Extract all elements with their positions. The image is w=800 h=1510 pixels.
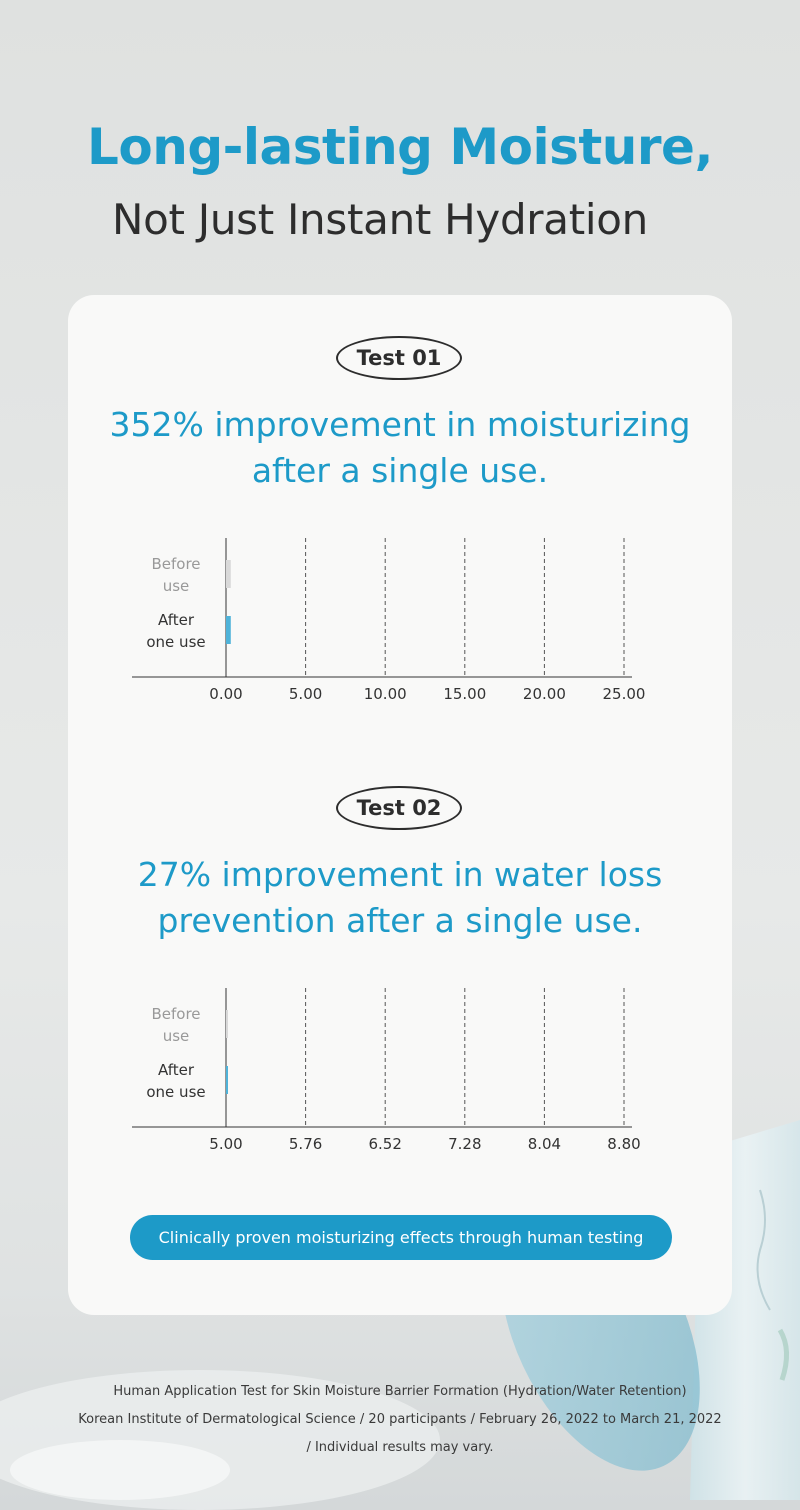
test-02-badge: Test 02 bbox=[336, 786, 462, 830]
test-01-badge: Test 01 bbox=[336, 336, 462, 380]
test-01-headline: 352% improvement in moisturizing after a… bbox=[0, 402, 800, 494]
page-title: Long-lasting Moisture, bbox=[87, 118, 713, 176]
x-tick-label: 8.04 bbox=[528, 1135, 561, 1153]
x-tick-label: 7.28 bbox=[448, 1135, 481, 1153]
footnote-line1: Human Application Test for Skin Moisture… bbox=[113, 1384, 687, 1399]
test-02-headline-line1: 27% improvement in water loss bbox=[137, 855, 663, 894]
category-label: one use bbox=[146, 633, 205, 651]
bar-after-one-use bbox=[226, 616, 231, 644]
bar-before-use bbox=[226, 1010, 228, 1038]
page-subtitle: Not Just Instant Hydration bbox=[112, 195, 648, 244]
test-02-headline: 27% improvement in water loss prevention… bbox=[0, 852, 800, 944]
test-02-headline-line2: prevention after a single use. bbox=[157, 901, 643, 940]
bar-after-one-use bbox=[226, 1066, 228, 1094]
x-tick-label: 25.00 bbox=[603, 685, 646, 703]
x-tick-label: 15.00 bbox=[443, 685, 486, 703]
clinical-proof-banner: Clinically proven moisturizing effects t… bbox=[130, 1215, 672, 1260]
category-label: one use bbox=[146, 1083, 205, 1101]
test-02-bar-chart: 5.00 5.76 6.52 7.28 8.04 8.80 Before use After on… bbox=[132, 988, 641, 1153]
category-label: use bbox=[163, 1027, 190, 1045]
x-tick-label: 10.00 bbox=[364, 685, 407, 703]
x-tick-label: 5.00 bbox=[289, 685, 322, 703]
test-01-headline-line2: after a single use. bbox=[251, 451, 549, 490]
category-label: After bbox=[158, 1061, 195, 1079]
test-footnote: Human Application Test for Skin Moisture… bbox=[0, 1378, 800, 1462]
x-tick-label: 5.00 bbox=[209, 1135, 242, 1153]
footnote-line2: Korean Institute of Dermatological Scien… bbox=[78, 1412, 722, 1427]
footnote-line3: / Individual results may vary. bbox=[306, 1440, 494, 1455]
category-label: Before bbox=[151, 1005, 200, 1023]
test-01-headline-line1: 352% improvement in moisturizing bbox=[109, 405, 691, 444]
test-01-bar-chart: 0.00 5.00 10.00 15.00 20.00 25.00 Before use Aft… bbox=[132, 538, 646, 703]
category-label: use bbox=[163, 577, 190, 595]
category-label: After bbox=[158, 611, 195, 629]
category-label: Before bbox=[151, 555, 200, 573]
x-tick-label: 8.80 bbox=[607, 1135, 640, 1153]
bar-before-use bbox=[226, 560, 231, 588]
x-tick-label: 20.00 bbox=[523, 685, 566, 703]
x-tick-label: 0.00 bbox=[209, 685, 242, 703]
x-tick-label: 6.52 bbox=[368, 1135, 401, 1153]
x-tick-label: 5.76 bbox=[289, 1135, 322, 1153]
